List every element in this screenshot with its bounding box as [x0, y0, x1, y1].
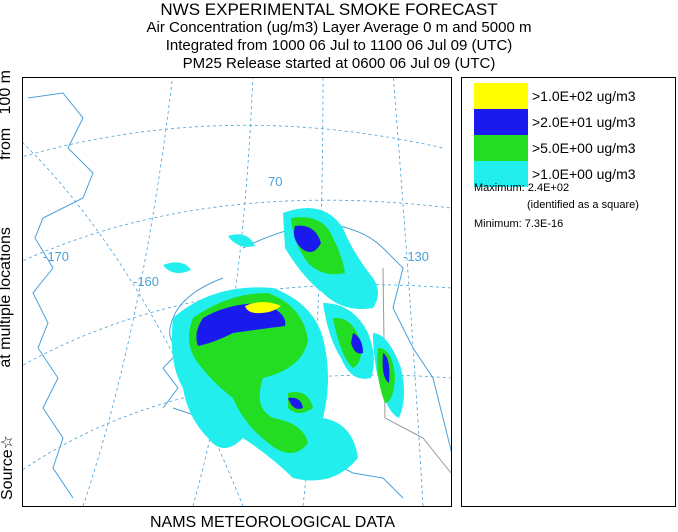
legend-swatch-100 [474, 83, 528, 109]
legend-label-100: >1.0E+02 ug/m3 [532, 88, 636, 104]
legend-label-1: >1.0E+00 ug/m3 [532, 166, 636, 182]
smoke-level-20 [196, 225, 390, 409]
minimum-value: Minimum: 7.3E-16 [474, 218, 564, 230]
subtitle-release: PM25 Release started at 0600 06 Jul 09 (… [182, 55, 496, 72]
smoke-map: ☆ ☆ ☆ ☆ ☆ ☆ ☆ ☆ ☆ ☆ ☆ ☆ ☆ -170 -160 -130… [17, 72, 454, 507]
star-icon: ☆ [226, 267, 238, 282]
page-title: NWS EXPERIMENTAL SMOKE FORECAST [160, 0, 498, 19]
multiple-locations-label: at multiple locations [0, 227, 14, 368]
lon-160-label: -160 [133, 274, 159, 289]
subtitle-integration: Integrated from 1000 06 Jul to 1100 06 J… [165, 37, 513, 54]
star-icon: ☆ [328, 389, 340, 404]
legend-swatch-5 [474, 135, 528, 161]
lon-170-label: -170 [43, 249, 69, 264]
star-icon: ☆ [0, 434, 16, 450]
graticule [17, 72, 452, 507]
maximum-note: (identified as a square) [527, 199, 639, 211]
source-label: Source [0, 449, 16, 500]
legend-label-20: >2.0E+01 ug/m3 [532, 114, 636, 130]
from-label: from [0, 127, 14, 160]
height-label: 100 m [0, 70, 14, 115]
legend-swatch-1 [474, 161, 528, 187]
smoke-level-100 [245, 302, 281, 314]
footer-data-source: NAMS METEOROLOGICAL DATA [150, 514, 396, 531]
source-side-label: Source☆ at multiple locations from 100 m [0, 70, 19, 500]
star-icon: ☆ [398, 350, 410, 365]
map-canvas: ☆ ☆ ☆ ☆ ☆ ☆ ☆ ☆ ☆ ☆ ☆ ☆ ☆ -170 -160 -130… [17, 72, 454, 507]
legend-label-5: >5.0E+00 ug/m3 [532, 140, 636, 156]
lat-70-label: 70 [268, 174, 282, 189]
maximum-value: Maximum: 2.4E+02 [474, 182, 570, 194]
legend-swatch-20 [474, 109, 528, 135]
star-icon: ☆ [128, 350, 140, 365]
legend-panel: >1.0E+02 ug/m3 >2.0E+01 ug/m3 >5.0E+00 u… [461, 77, 676, 507]
subtitle-concentration: Air Concentration (ug/m3) Layer Average … [146, 19, 532, 36]
lon-130-label: -130 [403, 249, 429, 264]
